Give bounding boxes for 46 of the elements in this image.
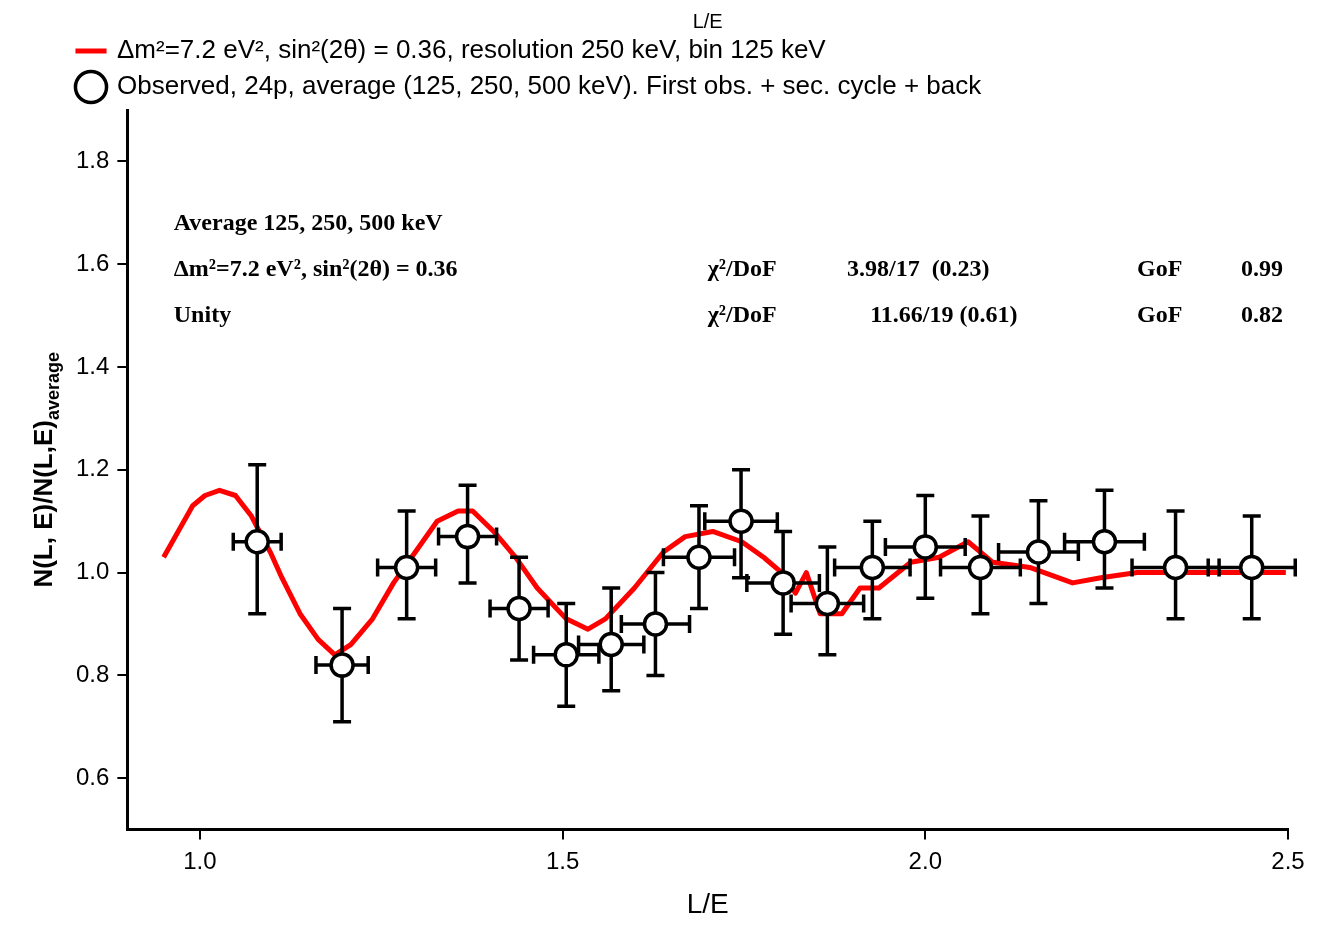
point bbox=[329, 652, 355, 678]
annotation: 3.98/17 (0.23) bbox=[846, 255, 990, 281]
y-tick-label: 1.6 bbox=[75, 248, 110, 276]
x-axis-title: L/E bbox=[686, 887, 729, 919]
annotation: GoF bbox=[1137, 301, 1183, 327]
y-tick-label: 1.2 bbox=[75, 454, 110, 482]
point bbox=[553, 642, 579, 668]
y-axis-title: N(L, E)/N(L,E)average bbox=[28, 352, 63, 588]
point bbox=[728, 508, 754, 534]
point bbox=[912, 534, 939, 560]
point bbox=[814, 590, 841, 617]
y-tick-label: 0.8 bbox=[75, 660, 110, 688]
annotation: Δm²=7.2 eV², sin²(2θ) = 0.36 bbox=[173, 255, 458, 281]
annotation: χ²/DoF bbox=[706, 301, 777, 327]
point bbox=[244, 529, 270, 555]
point bbox=[598, 631, 624, 658]
annotation: 11.66/19 (0.61) bbox=[870, 301, 1018, 327]
point bbox=[1162, 554, 1189, 581]
x-tick-label: 2.0 bbox=[908, 846, 942, 874]
legend-label: Δm²=7.2 eV², sin²(2θ) = 0.36, resolution 250 keV, bin 125 keV bbox=[117, 34, 827, 65]
x-tick-label: 1.5 bbox=[545, 846, 580, 874]
point bbox=[1238, 554, 1265, 581]
annotation: GoF bbox=[1137, 255, 1183, 281]
annotation: 0.99 bbox=[1241, 255, 1283, 281]
y-tick-label: 1.0 bbox=[75, 557, 110, 585]
annotation: 0.82 bbox=[1241, 301, 1283, 327]
annotation: Average 125, 250, 500 keV bbox=[173, 209, 444, 235]
annotation: Unity bbox=[173, 301, 232, 327]
point bbox=[686, 544, 712, 570]
y-tick-label: 1.4 bbox=[75, 351, 110, 379]
y-tick-label: 0.6 bbox=[75, 762, 110, 790]
point bbox=[1025, 539, 1052, 565]
point bbox=[454, 523, 481, 550]
point bbox=[770, 570, 796, 596]
text: L/E bbox=[692, 10, 723, 32]
x-tick-label: 1.0 bbox=[183, 846, 217, 874]
legend-label: Observed, 24p, average (125, 250, 500 keV). First obs. + sec. cycle + back bbox=[117, 70, 983, 101]
point bbox=[642, 611, 669, 637]
point bbox=[967, 554, 994, 581]
x-tick-label: 2.5 bbox=[1271, 846, 1305, 874]
point bbox=[1091, 529, 1118, 555]
point bbox=[393, 554, 420, 581]
annotation: χ²/DoF bbox=[706, 255, 777, 281]
point bbox=[859, 554, 886, 581]
point bbox=[506, 595, 532, 622]
y-tick-label: 1.8 bbox=[75, 146, 110, 174]
